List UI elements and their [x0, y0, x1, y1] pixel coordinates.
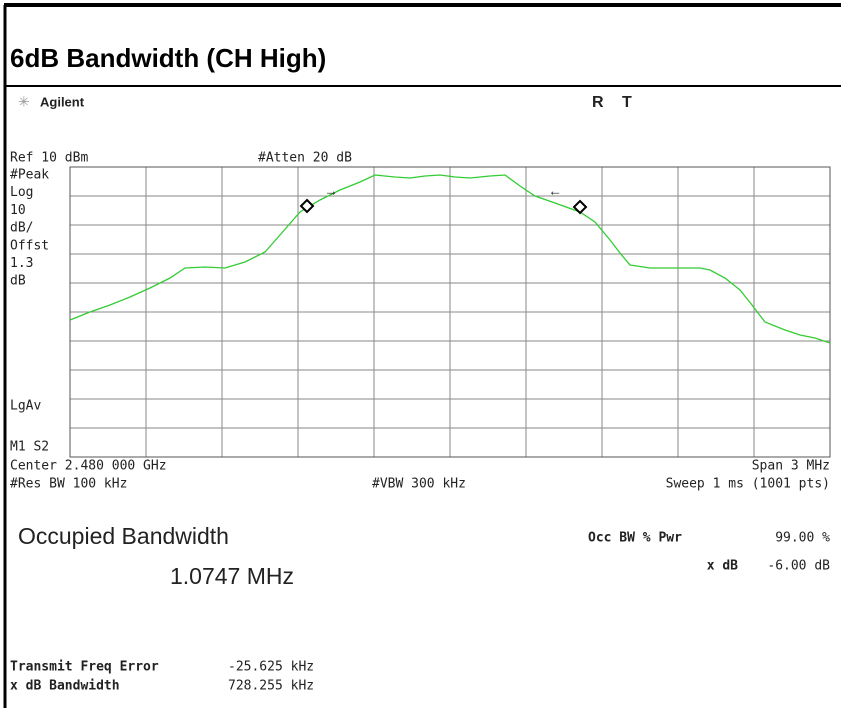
scale-label: 1.3	[10, 256, 33, 271]
xdb-bw-label: x dB Bandwidth	[10, 679, 120, 694]
occupied-value: 1.0747 MHz	[170, 563, 294, 589]
scale-label: #Peak	[10, 168, 49, 183]
plot-frame	[69, 166, 831, 458]
marker-label: M1 S2	[10, 440, 49, 455]
status: R	[592, 94, 604, 111]
attenuation: #Atten 20 dB	[258, 151, 352, 166]
freq-error-value: -25.625 kHz	[228, 660, 314, 675]
xdb-label: x dB	[707, 559, 738, 574]
title: 6dB Bandwidth (CH High)	[10, 43, 326, 73]
scale-label: Log	[10, 185, 33, 200]
brand: Agilent	[40, 94, 85, 109]
ref-level: Ref 10 dBm	[10, 151, 88, 166]
marker	[572, 199, 588, 215]
occ-pwr-value: 99.00 %	[775, 531, 830, 546]
scale-label: dB/	[10, 221, 33, 236]
trace	[69, 174, 831, 344]
scale-label: dB	[10, 274, 26, 289]
center-freq: Center 2.480 000 GHz	[10, 459, 167, 474]
span: Span 3 MHz	[752, 459, 830, 474]
lgav: LgAv	[10, 399, 41, 414]
sweep: Sweep 1 ms (1001 pts)	[666, 477, 830, 492]
occupied-label: Occupied Bandwidth	[18, 523, 229, 549]
status: T	[622, 94, 632, 111]
occ-pwr-label: Occ BW % Pwr	[588, 531, 682, 546]
res-bw: #Res BW 100 kHz	[10, 477, 127, 492]
scale-label: Offst	[10, 238, 49, 253]
arrow: ←	[548, 183, 562, 199]
arrow: →	[324, 183, 338, 199]
scale-label: 10	[10, 203, 26, 218]
freq-error-label: Transmit Freq Error	[10, 660, 159, 675]
vbw: #VBW 300 kHz	[372, 477, 466, 492]
xdb-bw-value: 728.255 kHz	[228, 679, 314, 694]
grid	[70, 167, 830, 457]
logo-icon: ✳	[18, 94, 30, 110]
marker	[299, 198, 315, 214]
xdb-value: -6.00 dB	[767, 559, 830, 574]
